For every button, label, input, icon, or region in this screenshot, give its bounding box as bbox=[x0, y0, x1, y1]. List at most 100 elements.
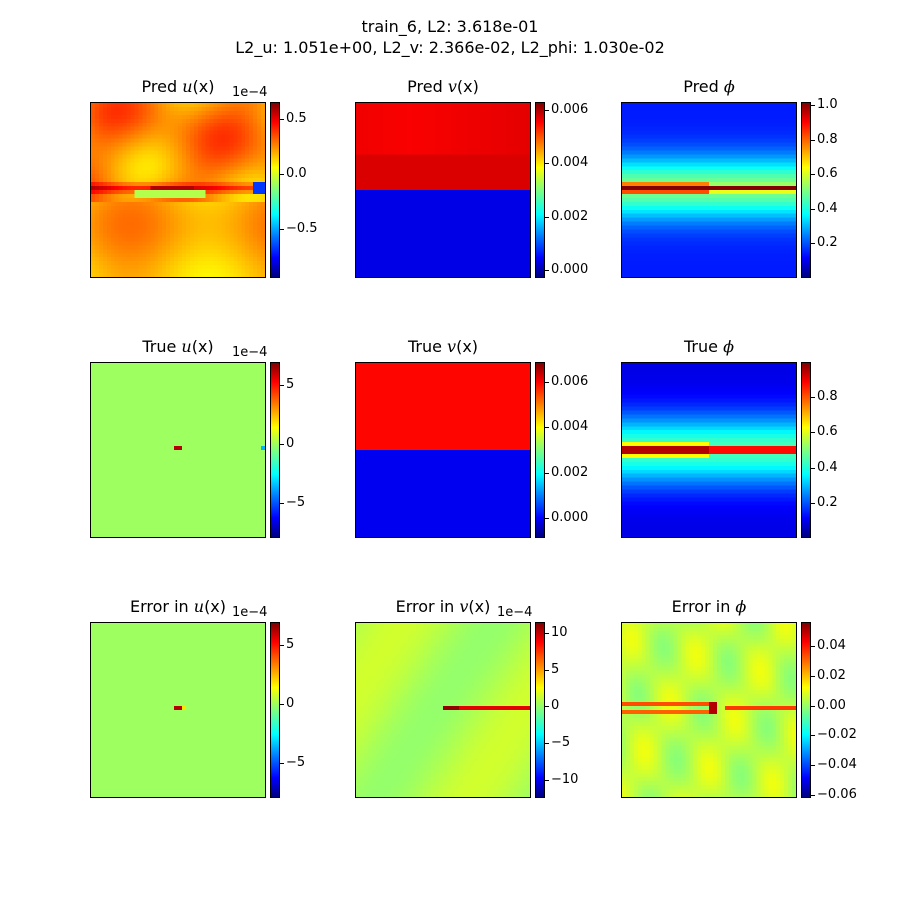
colorbar-tick-label: 0.6 bbox=[817, 424, 838, 439]
colorbar-tick-label: 0 bbox=[286, 696, 295, 711]
heatmap-pred_v bbox=[355, 102, 531, 278]
heatmap-true_u bbox=[90, 362, 266, 538]
colorbar-tick-mark bbox=[811, 174, 815, 175]
subplot-title: True u(x) bbox=[142, 337, 214, 356]
subplot-title: Pred u(x) bbox=[141, 77, 215, 96]
colorbar-tick-mark bbox=[545, 780, 549, 781]
colorbar-tick-mark bbox=[280, 229, 284, 230]
subplot-title: True v(x) bbox=[407, 337, 479, 356]
colorbar-tick-mark bbox=[811, 105, 815, 106]
colorbar bbox=[270, 622, 280, 798]
colorbar-tick-mark bbox=[545, 743, 549, 744]
heatmap-true_v bbox=[355, 362, 531, 538]
colorbar bbox=[535, 102, 545, 278]
colorbar-tick-label: 0 bbox=[286, 436, 295, 451]
colorbar-tick-mark bbox=[280, 704, 284, 705]
colorbar-tick-mark bbox=[811, 243, 815, 244]
colorbar-tick-mark bbox=[811, 503, 815, 504]
colorbar-tick-label: 0.8 bbox=[817, 389, 838, 404]
colorbar-tick-label: −10 bbox=[551, 772, 579, 787]
subplot-title: Error in u(x) bbox=[129, 597, 227, 616]
colorbar-tick-label: −0.5 bbox=[286, 221, 318, 236]
colorbar-tick-mark bbox=[811, 765, 815, 766]
heatmap-err_v bbox=[355, 622, 531, 798]
colorbar-tick-label: 0.004 bbox=[551, 419, 589, 434]
figure-title-line-1: train_6, L2: 3.618e-01 bbox=[361, 17, 539, 36]
subplot-title: Pred ϕ bbox=[683, 77, 735, 96]
colorbar-tick-label: 1.0 bbox=[817, 97, 838, 112]
colorbar-tick-label: 5 bbox=[551, 662, 560, 677]
colorbar-tick-mark bbox=[811, 397, 815, 398]
heatmap-pred_u bbox=[90, 102, 266, 278]
colorbar-offset-label: 1e−4 bbox=[232, 345, 268, 360]
colorbar-tick-mark bbox=[811, 209, 815, 210]
heatmap-err_u bbox=[90, 622, 266, 798]
colorbar-tick-label: 0.006 bbox=[551, 102, 589, 117]
colorbar-tick-mark bbox=[811, 795, 815, 796]
colorbar-tick-label: −0.06 bbox=[817, 787, 857, 802]
colorbar-tick-mark bbox=[545, 163, 549, 164]
colorbar-tick-mark bbox=[545, 633, 549, 634]
colorbar bbox=[801, 622, 811, 798]
colorbar-tick-label: 0 bbox=[551, 698, 560, 713]
colorbar-tick-mark bbox=[545, 473, 549, 474]
colorbar bbox=[270, 362, 280, 538]
colorbar-tick-label: 0.04 bbox=[817, 638, 846, 653]
colorbar bbox=[801, 362, 811, 538]
colorbar-tick-mark bbox=[545, 382, 549, 383]
subplot-title: Pred v(x) bbox=[407, 77, 479, 96]
colorbar bbox=[535, 622, 545, 798]
colorbar-tick-label: 10 bbox=[551, 625, 568, 640]
colorbar-tick-mark bbox=[280, 174, 284, 175]
colorbar-tick-label: −5 bbox=[286, 755, 306, 770]
colorbar-tick-label: 0.4 bbox=[817, 201, 838, 216]
colorbar-tick-label: 0.000 bbox=[551, 510, 589, 525]
colorbar-tick-label: 0.002 bbox=[551, 465, 589, 480]
colorbar-tick-mark bbox=[811, 432, 815, 433]
colorbar-tick-mark bbox=[545, 110, 549, 111]
colorbar-tick-label: 0.2 bbox=[817, 495, 838, 510]
colorbar-tick-mark bbox=[545, 670, 549, 671]
colorbar-tick-mark bbox=[280, 763, 284, 764]
subplot-title: Error in v(x) bbox=[395, 597, 491, 616]
colorbar-tick-mark bbox=[280, 444, 284, 445]
heatmap-err_phi bbox=[621, 622, 797, 798]
colorbar-tick-mark bbox=[545, 427, 549, 428]
colorbar-tick-label: 0.00 bbox=[817, 698, 846, 713]
colorbar-tick-label: −5 bbox=[551, 735, 571, 750]
colorbar bbox=[535, 362, 545, 538]
colorbar-tick-mark bbox=[811, 468, 815, 469]
colorbar-tick-label: −0.02 bbox=[817, 727, 857, 742]
colorbar-tick-label: 0.002 bbox=[551, 209, 589, 224]
colorbar-tick-label: 0.6 bbox=[817, 166, 838, 181]
colorbar-tick-mark bbox=[811, 706, 815, 707]
colorbar-tick-label: 0.5 bbox=[286, 111, 307, 126]
colorbar-tick-mark bbox=[545, 706, 549, 707]
colorbar-tick-mark bbox=[280, 503, 284, 504]
colorbar-tick-mark bbox=[811, 735, 815, 736]
heatmap-pred_phi bbox=[621, 102, 797, 278]
colorbar-tick-mark bbox=[811, 676, 815, 677]
colorbar bbox=[270, 102, 280, 278]
colorbar-offset-label: 1e−4 bbox=[232, 85, 268, 100]
colorbar-tick-mark bbox=[545, 270, 549, 271]
colorbar-tick-label: 0.0 bbox=[286, 166, 307, 181]
colorbar-tick-label: 0.4 bbox=[817, 460, 838, 475]
colorbar-offset-label: 1e−4 bbox=[232, 605, 268, 620]
colorbar-tick-label: 0.000 bbox=[551, 262, 589, 277]
figure-title-line-2: L2_u: 1.051e+00, L2_v: 2.366e-02, L2_phi… bbox=[235, 38, 665, 57]
colorbar-tick-label: −0.04 bbox=[817, 757, 857, 772]
colorbar-tick-mark bbox=[811, 140, 815, 141]
colorbar-tick-label: 0.8 bbox=[817, 132, 838, 147]
colorbar-tick-label: 0.006 bbox=[551, 374, 589, 389]
subplot-title: Error in ϕ bbox=[671, 597, 747, 616]
colorbar-tick-mark bbox=[545, 217, 549, 218]
colorbar-tick-mark bbox=[280, 119, 284, 120]
colorbar-tick-mark bbox=[280, 385, 284, 386]
colorbar-tick-label: 0.02 bbox=[817, 668, 846, 683]
colorbar-tick-label: 0.004 bbox=[551, 155, 589, 170]
colorbar-tick-mark bbox=[545, 518, 549, 519]
colorbar bbox=[801, 102, 811, 278]
colorbar-tick-label: 0.2 bbox=[817, 235, 838, 250]
colorbar-tick-mark bbox=[811, 646, 815, 647]
